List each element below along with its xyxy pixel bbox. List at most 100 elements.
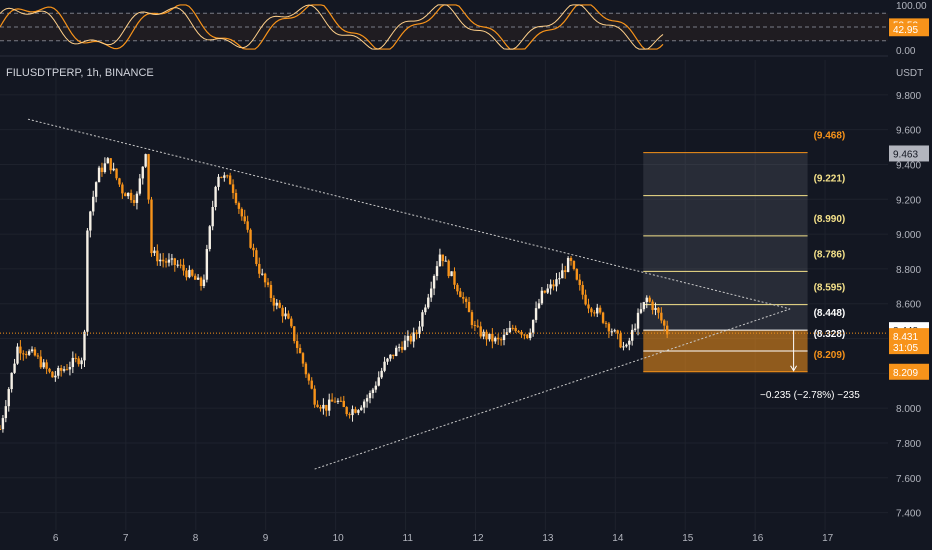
candle-body xyxy=(214,186,217,208)
candle-body xyxy=(255,250,258,264)
time-tick-label: 15 xyxy=(682,533,694,544)
candle-body xyxy=(217,176,220,187)
candle-body xyxy=(243,216,246,222)
candle-body xyxy=(156,250,159,262)
candle-body xyxy=(389,354,392,359)
candle-body xyxy=(578,279,581,286)
candle-body xyxy=(161,259,165,262)
candle-body xyxy=(569,257,573,261)
candle-body xyxy=(135,193,139,203)
candle-body xyxy=(263,273,267,283)
last-price-label: 8.431 xyxy=(893,332,918,343)
candle-body xyxy=(348,414,351,416)
candle-body xyxy=(526,334,529,339)
candle-body xyxy=(374,385,378,390)
candle-body xyxy=(543,290,547,293)
candle-body xyxy=(572,260,576,270)
candle-body xyxy=(633,328,637,330)
candle-body xyxy=(208,226,211,250)
candle-body xyxy=(92,196,95,212)
candle-body xyxy=(25,354,28,356)
candle-body xyxy=(663,320,666,326)
time-tick-label: 6 xyxy=(53,533,59,544)
fib-level-label: (9.468) xyxy=(814,131,846,142)
candle-body xyxy=(33,349,37,356)
triangle-trendlines[interactable] xyxy=(27,118,791,470)
price-axis[interactable]: USDT 9.800 9.600 9.400 9.200 9.000 8.800 8.600 8… xyxy=(889,68,929,520)
candle-body xyxy=(464,298,468,302)
price-axis-tag xyxy=(889,145,929,162)
time-tick-label: 14 xyxy=(612,533,624,544)
candle-body xyxy=(109,158,112,171)
candle-body xyxy=(0,429,2,431)
candle-body xyxy=(249,229,252,248)
symbol-legend[interactable]: FILUSDTPERP, 1h, BINANCE xyxy=(6,67,154,79)
candle-body xyxy=(531,319,535,333)
candle-body xyxy=(228,175,232,185)
candle-body xyxy=(520,331,523,335)
candle-body xyxy=(418,326,421,334)
candle-body xyxy=(339,400,343,402)
candle-body xyxy=(584,294,587,305)
candle-body xyxy=(555,279,558,287)
candle-body xyxy=(657,307,660,313)
candle-body xyxy=(328,399,331,411)
candle-body xyxy=(118,178,121,185)
candle-body xyxy=(301,353,305,364)
candle-body xyxy=(83,331,86,361)
trendline xyxy=(27,118,791,310)
candle-body xyxy=(86,230,89,332)
candle-body xyxy=(488,333,491,340)
time-tick-label: 9 xyxy=(263,533,269,544)
candle-body xyxy=(7,389,10,407)
candle-body xyxy=(272,298,276,306)
candle-body xyxy=(147,154,150,200)
candle-body xyxy=(529,332,532,339)
candle-body xyxy=(71,357,75,368)
candle-body xyxy=(534,308,538,320)
candle-body xyxy=(598,307,602,313)
candle-body xyxy=(377,377,380,386)
candle-body xyxy=(307,374,311,381)
candle-body xyxy=(429,288,433,298)
candle-body xyxy=(59,367,63,371)
candle-body xyxy=(124,193,127,197)
candle-body xyxy=(290,318,293,327)
price-axis-unit: USDT xyxy=(896,68,923,79)
candle-body xyxy=(616,330,619,334)
candle-body xyxy=(202,279,206,287)
candle-body xyxy=(287,313,290,319)
candle-body xyxy=(182,264,185,271)
candle-body xyxy=(441,254,445,262)
fib-projection-tool[interactable]: (9.468) (9.221) (8.990) (8.786) (8.595) (8.44… xyxy=(643,131,860,401)
candle-body xyxy=(153,250,156,254)
candle-body xyxy=(482,331,485,337)
candle-body xyxy=(132,200,136,203)
candle-body xyxy=(403,340,407,350)
candle-body xyxy=(103,163,107,173)
candle-body xyxy=(330,399,334,402)
candle-body xyxy=(4,406,8,419)
price-axis-tag xyxy=(889,363,929,380)
candle-body xyxy=(89,211,92,231)
candle-body xyxy=(185,270,188,278)
candle-body xyxy=(575,269,579,280)
candle-body xyxy=(566,257,570,272)
candle-body xyxy=(432,275,436,289)
candle-body xyxy=(665,325,669,335)
candle-body xyxy=(226,175,229,177)
candle-body xyxy=(593,312,596,314)
time-axis[interactable]: 6 7 8 9 10 11 12 13 14 15 16 17 xyxy=(53,533,834,544)
candle-body xyxy=(395,347,398,357)
candle-body xyxy=(304,363,308,375)
time-tick-label: 7 xyxy=(123,533,129,544)
candle-body xyxy=(491,333,494,342)
time-tick-label: 8 xyxy=(193,533,199,544)
candle-body xyxy=(336,400,340,402)
candle-body xyxy=(368,393,372,399)
price-tick-label: 7.400 xyxy=(896,509,921,520)
candle-body xyxy=(365,398,369,402)
candle-body xyxy=(619,333,622,348)
candle-body xyxy=(97,167,101,183)
